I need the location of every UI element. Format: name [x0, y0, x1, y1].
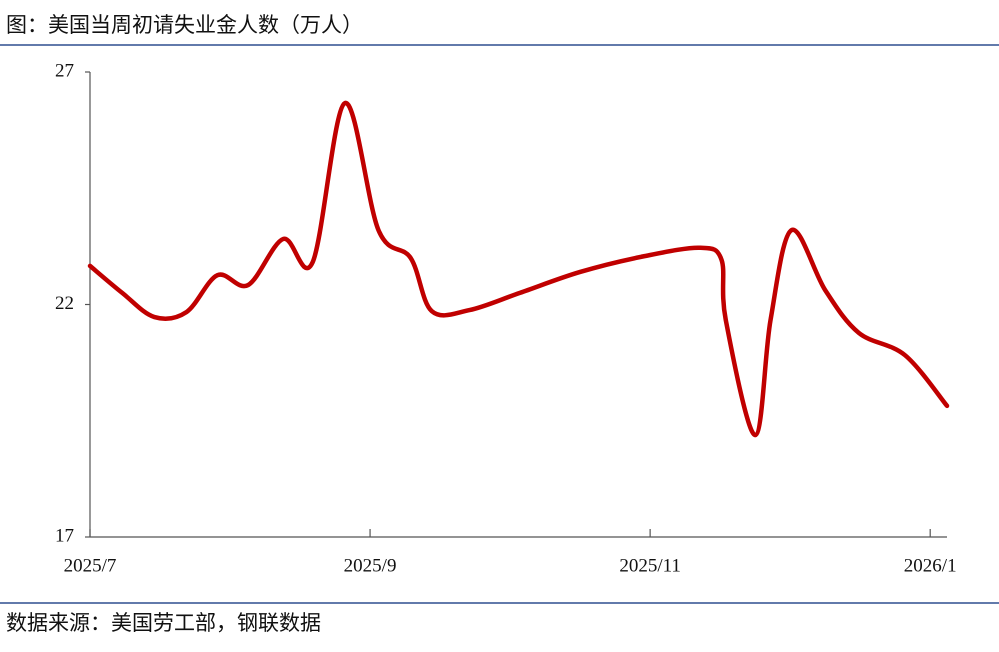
chart-title: 图：美国当周初请失业金人数（万人）	[6, 13, 363, 37]
y-tick-label: 22	[55, 293, 74, 314]
y-tick-label: 17	[55, 525, 74, 546]
line-series	[87, 100, 950, 438]
x-tick-label: 2025/9	[344, 555, 397, 576]
x-tick-label: 2025/11	[619, 555, 681, 576]
y-tick-label: 27	[55, 60, 74, 81]
x-tick-label: 2025/7	[64, 555, 117, 576]
source-note: 数据来源：美国劳工部，钢联数据	[6, 611, 321, 635]
x-tick-label: 2026/1	[904, 555, 957, 576]
